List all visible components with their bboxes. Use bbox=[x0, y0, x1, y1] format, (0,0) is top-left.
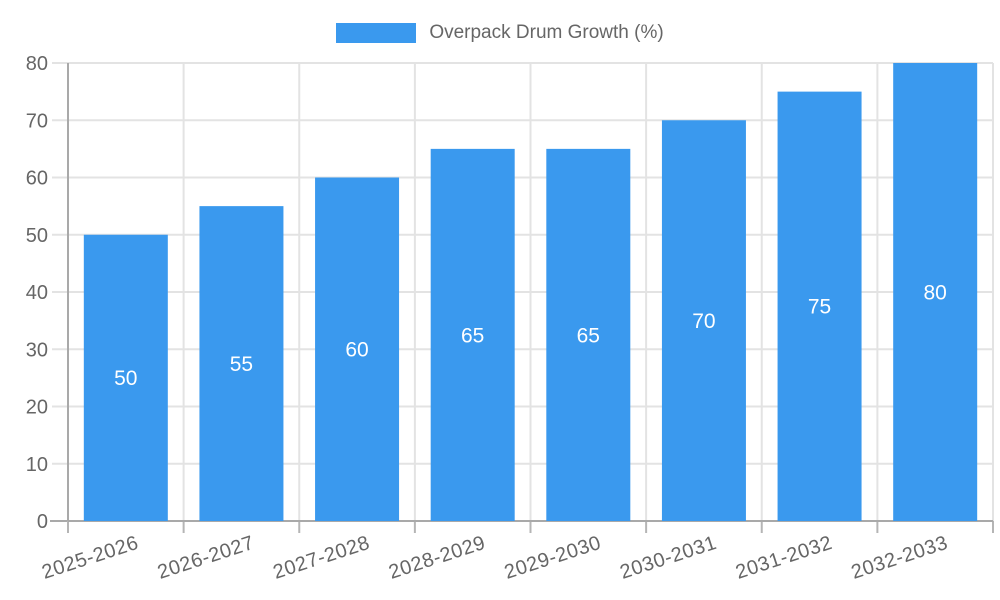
x-axis-tick-label: 2027-2028 bbox=[271, 532, 373, 584]
bar[interactable] bbox=[83, 234, 168, 521]
bar[interactable] bbox=[430, 148, 515, 521]
x-axis-tick-label: 2026-2027 bbox=[155, 532, 257, 584]
y-axis-tick-label: 0 bbox=[37, 511, 48, 533]
x-axis-tick-label: 2025-2026 bbox=[39, 532, 141, 584]
y-axis-tick-label: 40 bbox=[26, 282, 48, 304]
bar-value-label: 50 bbox=[114, 367, 137, 390]
x-axis-tick-label: 2030-2031 bbox=[617, 532, 719, 584]
bar-value-label: 60 bbox=[345, 339, 368, 362]
y-axis-tick-label: 70 bbox=[26, 110, 48, 132]
bar[interactable] bbox=[661, 120, 746, 521]
bar-value-label: 55 bbox=[230, 353, 253, 376]
legend-swatch bbox=[336, 23, 417, 43]
bar-value-label: 70 bbox=[692, 310, 715, 333]
y-axis-tick-label: 80 bbox=[26, 53, 48, 75]
bar[interactable] bbox=[777, 91, 862, 521]
bar-value-label: 75 bbox=[808, 296, 831, 319]
x-axis-tick-label: 2028-2029 bbox=[386, 532, 488, 584]
bar[interactable] bbox=[893, 63, 978, 521]
legend-label: Overpack Drum Growth (%) bbox=[429, 22, 664, 43]
x-axis-tick-label: 2032-2033 bbox=[849, 532, 951, 584]
y-axis-tick-label: 10 bbox=[26, 454, 48, 476]
bar[interactable] bbox=[546, 148, 631, 521]
bar-value-label: 65 bbox=[577, 324, 600, 347]
bar-value-label: 65 bbox=[461, 324, 484, 347]
y-axis-tick-label: 50 bbox=[26, 225, 48, 247]
x-axis-tick-label: 2031-2032 bbox=[733, 532, 835, 584]
legend[interactable]: Overpack Drum Growth (%) bbox=[0, 21, 1000, 45]
bar[interactable] bbox=[199, 206, 284, 521]
y-axis-tick-label: 20 bbox=[26, 397, 48, 419]
y-axis-tick-label: 30 bbox=[26, 339, 48, 361]
bar-value-label: 80 bbox=[924, 281, 947, 304]
x-axis-tick-label: 2029-2030 bbox=[502, 532, 604, 584]
y-axis-tick-label: 60 bbox=[26, 168, 48, 190]
bar[interactable] bbox=[315, 177, 400, 522]
